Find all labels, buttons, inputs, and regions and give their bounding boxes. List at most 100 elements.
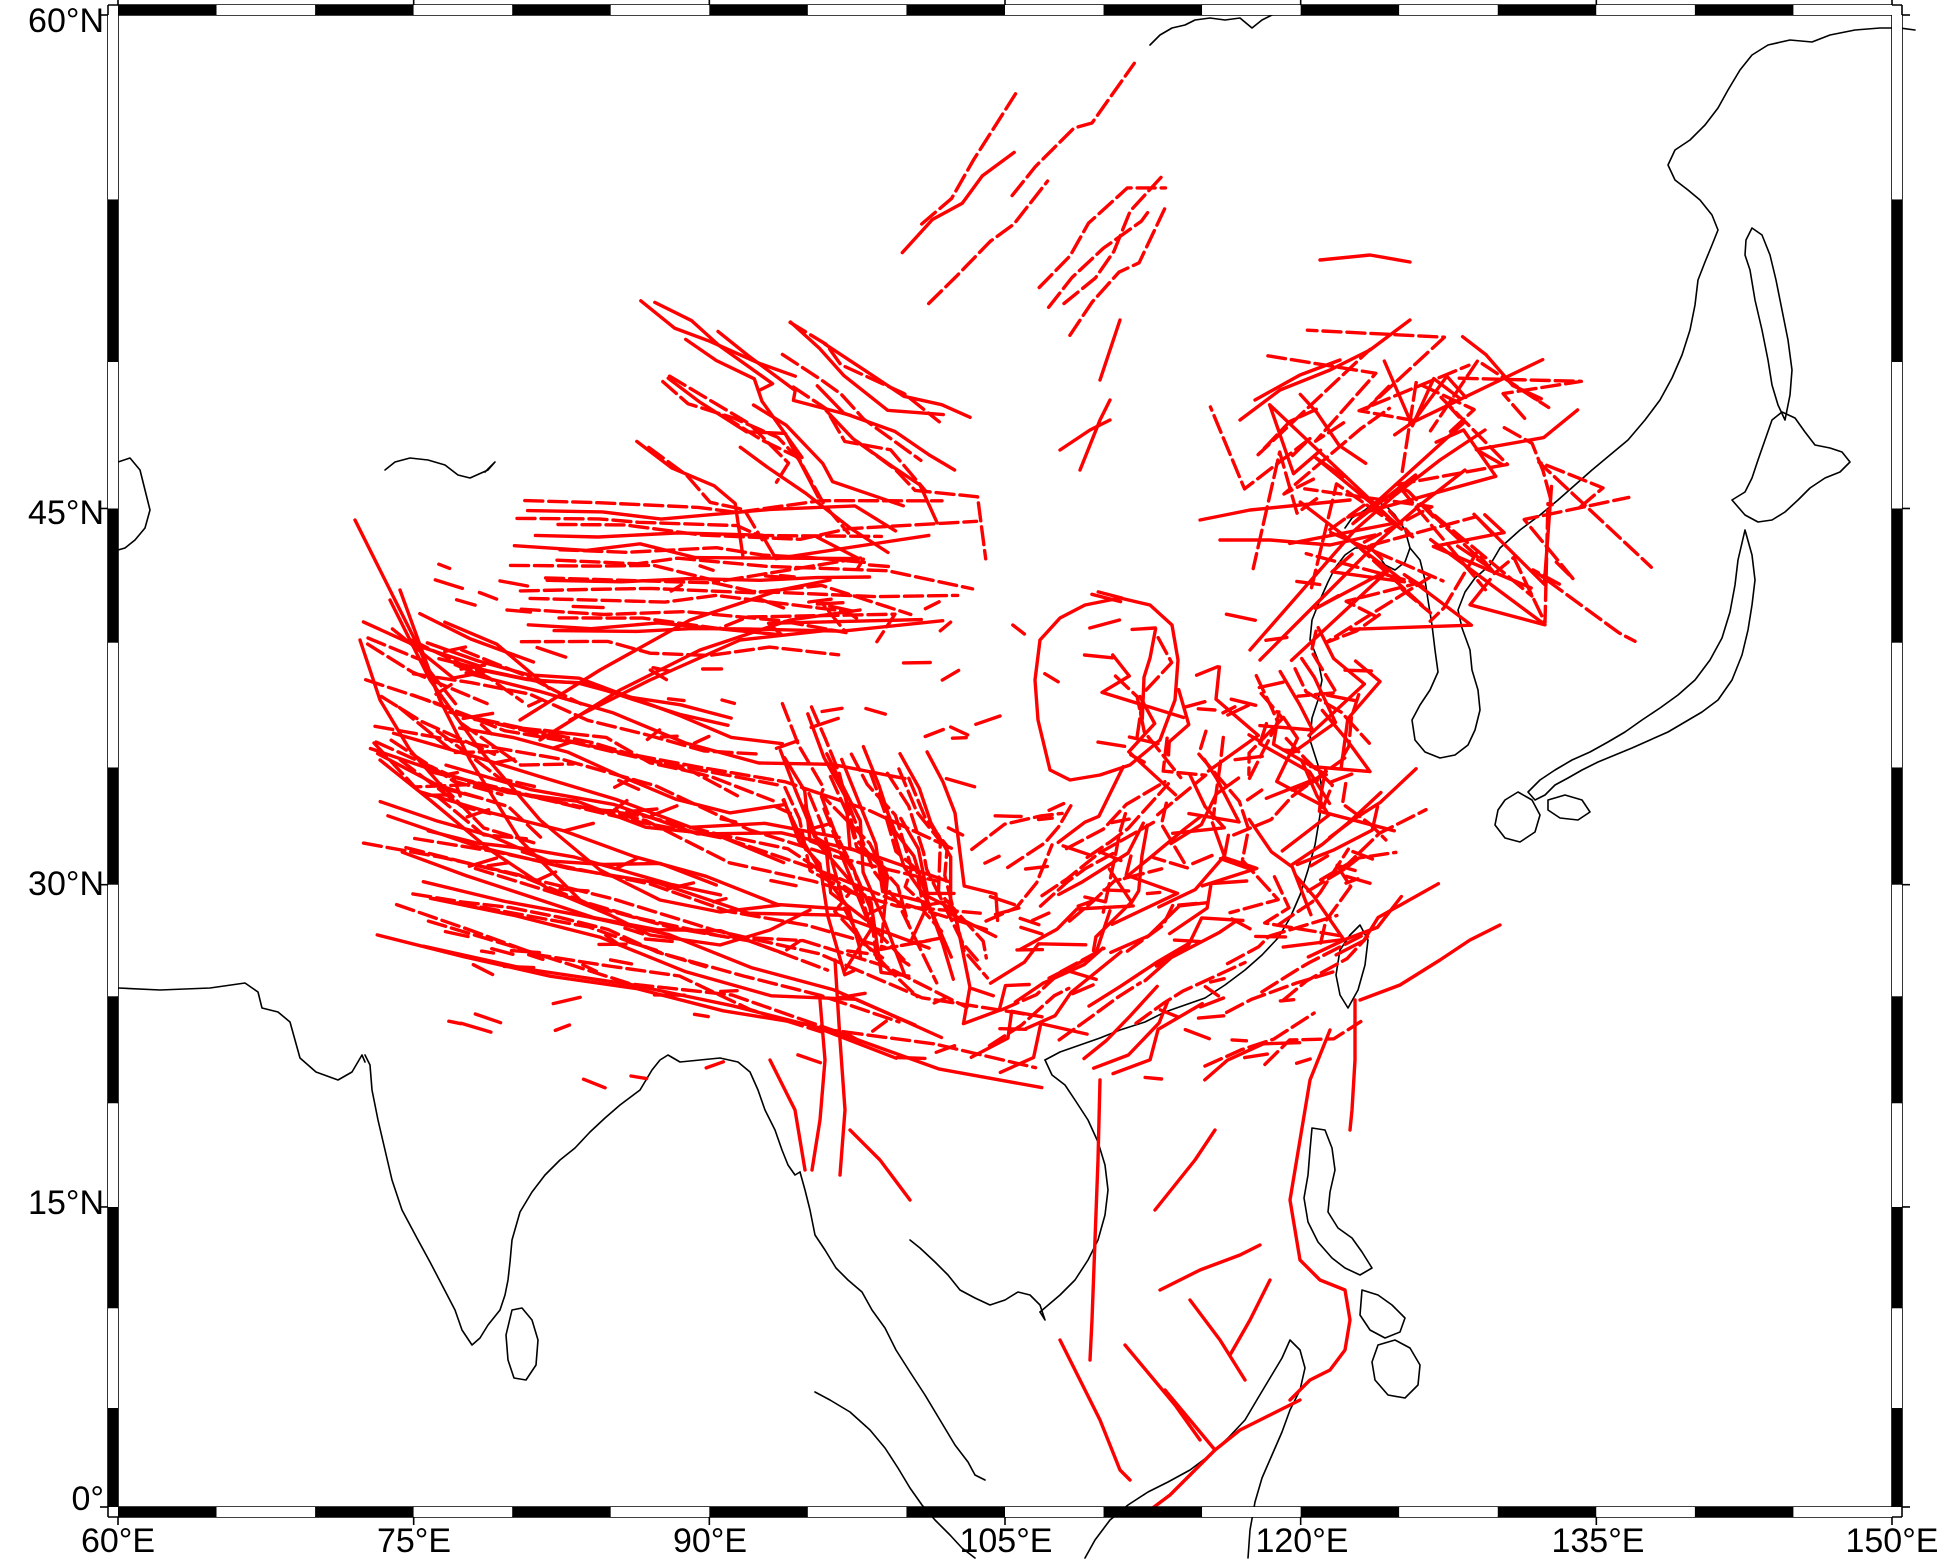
fault-trace (1037, 186, 1168, 290)
fault-trace (988, 894, 1017, 907)
fault-trace (1278, 998, 1296, 1003)
frame-seg-left (108, 1308, 118, 1409)
fault-trace (435, 729, 541, 790)
fault-trace (1266, 354, 1378, 443)
fault-trace (437, 562, 452, 571)
fault-trace (604, 933, 621, 947)
fault-trace (643, 937, 674, 944)
fault-trace (629, 1074, 649, 1081)
fault-trace (809, 716, 840, 730)
coastline-russia-far-east (1499, 27, 1916, 549)
fault-trace (519, 601, 848, 635)
frame-seg-top (1005, 5, 1104, 15)
fault-trace (1061, 844, 1093, 857)
fault-trace (1088, 618, 1122, 630)
frame-seg-bottom (1497, 1507, 1597, 1517)
fault-trace (1091, 867, 1134, 953)
fault-trace (946, 826, 965, 837)
fault-trace (645, 728, 662, 742)
fault-trace (661, 379, 805, 466)
fault-trace (1224, 612, 1257, 622)
fault-trace (1110, 854, 1180, 926)
fault-trace (625, 807, 659, 814)
coastline-okhotsk (1149, 14, 1273, 46)
fault-trace (535, 870, 558, 883)
coastline-luzon (1303, 1127, 1373, 1276)
coastline-hokkaido (1731, 411, 1851, 523)
frame-seg-bottom (118, 1507, 217, 1517)
fault-trace (1288, 455, 1398, 546)
fault-trace (932, 995, 949, 1005)
fault-trace (1294, 1057, 1312, 1065)
fault-trace (612, 798, 629, 812)
fault-trace (434, 793, 528, 841)
fault-trace (1228, 1278, 1272, 1357)
fault-trace (1169, 776, 1241, 846)
fault-trace (820, 706, 844, 714)
frame-seg-right (1892, 199, 1902, 362)
fault-trace (868, 770, 944, 933)
tick-label-layer: 60°E 75°E 90°E 105°E 120°E 135°E 150°E 0… (28, 2, 1938, 1560)
fault-trace (571, 604, 605, 610)
fault-trace (1068, 206, 1167, 337)
fault-trace (778, 573, 796, 579)
fault-trace (535, 645, 568, 659)
fault-trace (988, 942, 1088, 985)
fault-trace (1127, 694, 1178, 797)
frame-seg-left (108, 508, 118, 643)
fault-trace (1419, 502, 1534, 598)
fault-trace (471, 963, 495, 977)
fault-trace (474, 667, 784, 746)
fault-trace (465, 808, 491, 819)
fault-trace (490, 947, 515, 956)
fault-trace (1100, 653, 1186, 720)
fault-trace (428, 896, 944, 1040)
frame-seg-left (108, 767, 118, 885)
fault-trace (1218, 533, 1377, 547)
fault-trace (563, 821, 595, 833)
fault-trace (440, 784, 543, 840)
frame-seg-bottom (807, 1507, 907, 1517)
fault-trace (1067, 969, 1098, 982)
fault-trace (846, 949, 869, 956)
y-tick-label-30n: 30°N (28, 865, 104, 903)
fault-trace (1087, 942, 1190, 1008)
fault-trace (1428, 537, 1547, 627)
fault-trace (1349, 573, 1474, 631)
frame-seg-top (315, 5, 414, 15)
fault-trace (551, 740, 574, 750)
coastline-kyushu (1494, 791, 1541, 843)
frame-seg-top (1596, 5, 1695, 15)
frame-seg-top (906, 5, 1005, 15)
fault-trace (1153, 1128, 1217, 1212)
fault-trace (970, 987, 995, 998)
fault-trace (1531, 568, 1637, 643)
fault-trace (553, 1023, 572, 1033)
fault-trace (365, 642, 489, 706)
coastline-iran-arabia (117, 982, 366, 1081)
fault-trace (1019, 925, 1044, 936)
fault-trace (1258, 468, 1467, 662)
frame-seg-right (1892, 996, 1902, 1104)
y-tick-label-0: 0° (71, 1480, 104, 1518)
fault-trace (1134, 960, 1247, 1025)
fault-trace (1198, 498, 1352, 522)
fault-trace (1309, 854, 1330, 868)
frame-seg-right (1892, 767, 1902, 885)
fault-trace (704, 1060, 725, 1070)
fault-trace (698, 564, 715, 572)
fault-trace (1110, 817, 1131, 825)
fault-trace (1111, 1001, 1204, 1076)
fault-trace (833, 958, 847, 1177)
frame-seg-left (108, 15, 118, 200)
fault-trace (418, 790, 851, 912)
fault-trace (885, 771, 979, 962)
fault-trace (1196, 1014, 1226, 1020)
fault-trace (692, 734, 711, 745)
fault-trace (1057, 981, 1142, 1042)
fault-trace (1303, 487, 1434, 561)
frame-seg-left (108, 1103, 118, 1207)
fault-trace (1047, 801, 1066, 812)
fault-trace (1460, 335, 1543, 401)
